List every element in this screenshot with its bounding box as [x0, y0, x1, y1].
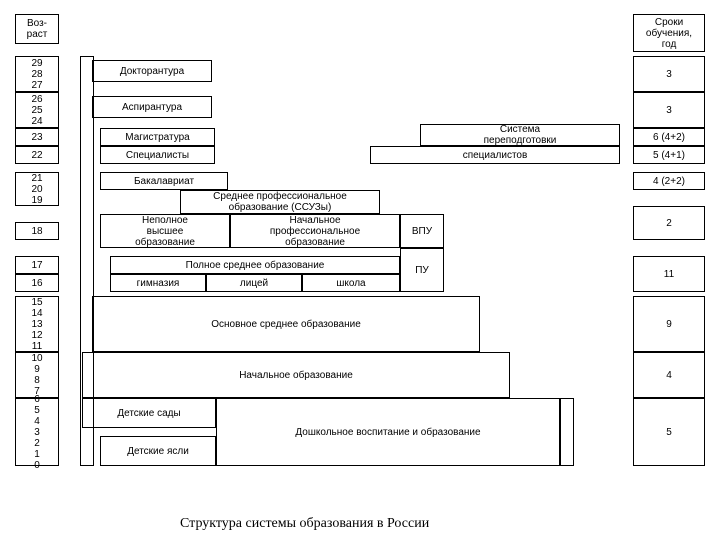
duration-cell: 3 — [633, 92, 705, 128]
duration-cell: 9 — [633, 296, 705, 352]
duration-cell: 3 — [633, 56, 705, 92]
age-cell: 292827 — [15, 56, 59, 92]
age-cell: 10987 — [15, 352, 59, 398]
duration-cell: 4 — [633, 352, 705, 398]
specialists: Специалисты — [100, 146, 215, 164]
pu: ПУ — [400, 248, 444, 292]
magistratura: Магистратура — [100, 128, 215, 146]
gimnaziya: гимназия — [110, 274, 206, 292]
age-cell: 17 — [15, 256, 59, 274]
duration-header: Срокиобучения,год — [633, 14, 705, 52]
aspirantura: Аспирантура — [92, 96, 212, 118]
nepoln-vys: Неполноевысшееобразование — [100, 214, 230, 248]
outer-right — [560, 398, 574, 466]
doshkolnoe: Дошкольное воспитание и образование — [216, 398, 560, 466]
vpu: ВПУ — [400, 214, 444, 248]
duration-cell: 5 — [633, 398, 705, 466]
full-secondary: Полное среднее образование — [110, 256, 400, 274]
duration-cell: 5 (4+1) — [633, 146, 705, 164]
detskie-yasli: Детские ясли — [100, 436, 216, 466]
age-header: Воз-раст — [15, 14, 59, 44]
age-cell: 212019 — [15, 172, 59, 206]
age-cell: 6543210 — [15, 398, 59, 466]
duration-cell: 11 — [633, 256, 705, 292]
age-cell: 22 — [15, 146, 59, 164]
age-cell: 1514131211 — [15, 296, 59, 352]
retraining-top: Системапереподготовки — [420, 124, 620, 146]
detskie-sady: Детские сады — [82, 398, 216, 428]
osnovnoe: Основное среднее образование — [92, 296, 480, 352]
duration-cell: 6 (4+2) — [633, 128, 705, 146]
age-cell: 262524 — [15, 92, 59, 128]
nachalnoe: Начальное образование — [82, 352, 510, 398]
duration-cell: 4 (2+2) — [633, 172, 705, 190]
age-cell: 16 — [15, 274, 59, 292]
age-cell: 18 — [15, 222, 59, 240]
retraining-bot: специалистов — [370, 146, 620, 164]
nachal-prof: Начальноепрофессиональноеобразование — [230, 214, 400, 248]
shkola: школа — [302, 274, 400, 292]
outer-left — [80, 56, 94, 466]
doctorate: Докторантура — [92, 60, 212, 82]
bakalavriat: Бакалавриат — [100, 172, 228, 190]
diagram-caption: Структура системы образования в России — [180, 516, 429, 532]
spo: Среднее профессиональноеобразование (ССУ… — [180, 190, 380, 214]
duration-cell: 2 — [633, 206, 705, 240]
age-cell: 23 — [15, 128, 59, 146]
diagram-canvas: Воз-раст Срокиобучения,год Структура сис… — [0, 0, 720, 540]
licey: лицей — [206, 274, 302, 292]
